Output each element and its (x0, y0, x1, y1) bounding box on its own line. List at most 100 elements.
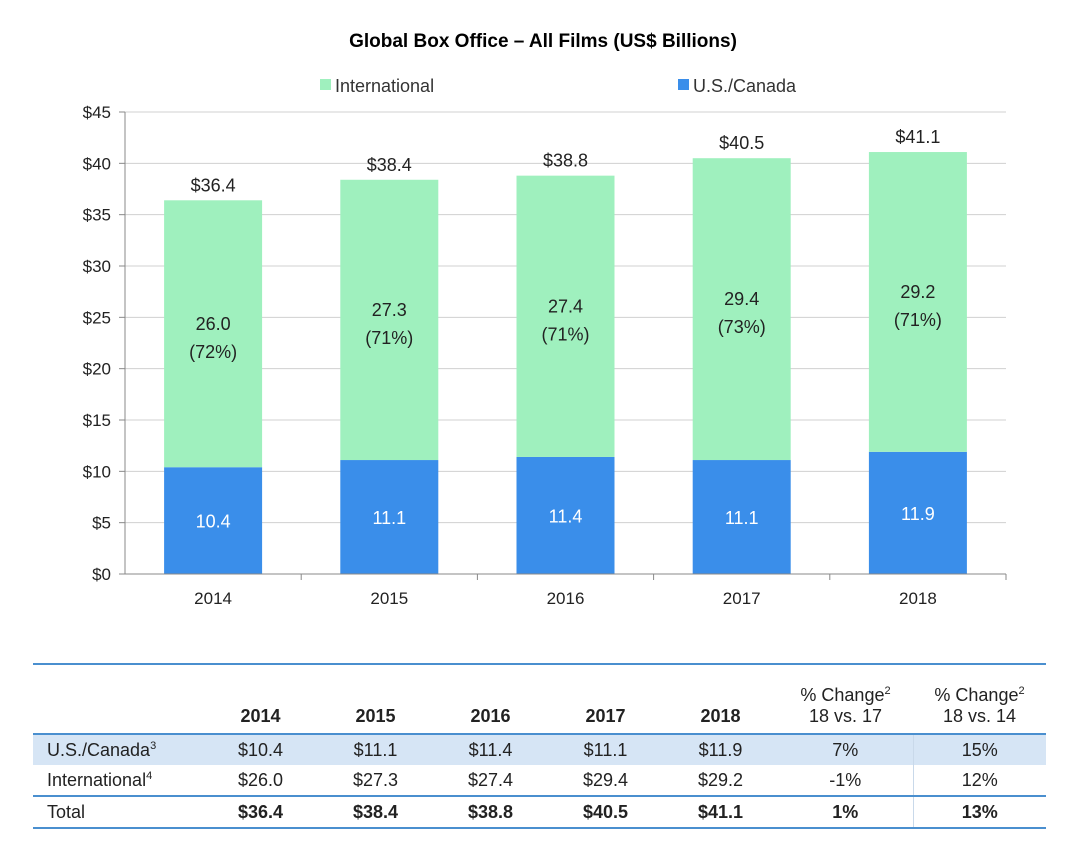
footnote-ref: 2 (884, 685, 891, 697)
x-tick-label: 2014 (194, 589, 232, 608)
header-blank (33, 664, 203, 734)
x-axis: 2014 2015 2016 2017 2018 (125, 573, 1007, 608)
table-cell: $38.8 (433, 795, 548, 829)
data-label-international-pct: (71%) (365, 328, 413, 348)
legend-swatch-international (320, 79, 331, 90)
x-tick-label: 2018 (899, 589, 937, 608)
table-cell: 1% (778, 795, 913, 829)
table-row: International4 $26.0 $27.3 $27.4 $29.4 $29.2 -… (33, 765, 1046, 796)
legend: International U.S./Canada (320, 76, 797, 96)
data-label-us-canada: 10.4 (196, 512, 231, 532)
data-label-total: $38.8 (543, 151, 588, 171)
table-cell: $29.2 (697, 769, 744, 790)
table-cell: $11.1 (318, 734, 433, 765)
header-change-period: 18 vs. 17 (808, 706, 883, 726)
data-label-us-canada: 11.9 (901, 504, 935, 524)
data-label-international-pct: (71%) (541, 324, 589, 344)
data-label-total: $38.4 (367, 155, 412, 175)
y-tick-label: $40 (83, 154, 111, 173)
stacked-bar-chart: Global Box Office – All Films (US$ Billi… (83, 31, 1007, 608)
footnote-ref: 2 (1018, 685, 1025, 697)
row-label: U.S./Canada3 (33, 734, 203, 765)
y-tick-label: $35 (83, 206, 111, 225)
table-cell: $27.3 (352, 769, 399, 790)
y-tick-label: $10 (83, 462, 111, 481)
legend-label-us-canada: U.S./Canada (693, 76, 797, 96)
data-label-us-canada: 11.1 (725, 508, 759, 528)
data-label-total: $40.5 (719, 133, 764, 153)
bar-international (868, 152, 967, 452)
footnote-ref: 3 (150, 739, 157, 752)
data-label-international: 27.3 (372, 300, 407, 320)
footnote-ref: 4 (146, 769, 153, 782)
data-label-international: 26.0 (196, 314, 231, 334)
table-cell: 13% (912, 795, 1046, 829)
bar-us-canada (340, 460, 439, 574)
chart-title: Global Box Office – All Films (US$ Billi… (349, 31, 737, 52)
data-label-us-canada: 11.1 (372, 508, 406, 528)
data-label-us-canada: 11.4 (549, 506, 583, 526)
table-cell: 7% (778, 734, 913, 765)
y-tick-label: $30 (83, 257, 111, 276)
table-cell: $38.4 (318, 795, 433, 829)
bar-us-canada (868, 451, 967, 574)
y-axis: $0 $5 $10 $15 $20 $25 $30 $35 $40 $45 (83, 103, 126, 584)
table-cell: $41.1 (663, 795, 778, 829)
header-year: 2014 (240, 706, 281, 726)
header-change-label: % Change (934, 685, 1019, 705)
data-label-total: $36.4 (191, 175, 236, 195)
row-label: International4 (33, 765, 203, 796)
row-label-text: Total (47, 801, 86, 822)
header-year: 2017 (585, 706, 626, 726)
header-year: 2018 (700, 706, 741, 726)
table-row: Total $36.4 $38.4 $38.8 $40.5 $41.1 1% 13% (33, 795, 1046, 829)
table-cell: $27.4 (467, 769, 514, 790)
table-cell: $40.5 (548, 795, 663, 829)
table-cell: 15% (912, 734, 1046, 765)
data-label-international: 29.4 (724, 289, 759, 309)
table-cell: $11.1 (548, 734, 663, 765)
y-tick-label: $5 (92, 514, 111, 533)
header-year: 2015 (355, 706, 396, 726)
data-label-international-pct: (72%) (189, 342, 237, 362)
row-label-text: International (47, 769, 147, 790)
table-cell: -1% (829, 769, 862, 790)
table-cell: $29.4 (582, 769, 629, 790)
table-cell: $11.4 (433, 734, 548, 765)
bar-international (340, 179, 439, 461)
bar-us-canada (164, 467, 263, 574)
row-label-text: U.S./Canada (47, 739, 151, 760)
data-label-total: $41.1 (895, 127, 940, 147)
table-cell: $11.9 (663, 734, 778, 765)
header-change-period: 18 vs. 14 (942, 706, 1017, 726)
legend-label-international: International (335, 76, 434, 96)
data-label-international-pct: (71%) (894, 310, 942, 330)
x-tick-label: 2015 (370, 589, 408, 608)
data-table: 2014 2015 2016 2017 2018 % Change2 18 vs… (33, 663, 1046, 829)
bar-international (516, 175, 615, 457)
data-label-international: 27.4 (548, 296, 583, 316)
table-header-row: 2014 2015 2016 2017 2018 % Change2 18 vs… (33, 664, 1046, 734)
table-cell: $10.4 (203, 734, 318, 765)
x-tick-label: 2016 (547, 589, 585, 608)
row-label: Total (33, 795, 203, 829)
table-cell: $36.4 (203, 795, 318, 829)
table-cell: 12% (912, 765, 1046, 796)
legend-swatch-us-canada (678, 79, 689, 90)
table-row: U.S./Canada3 $10.4 $11.1 $11.4 $11.1 $11.9 7% 1… (33, 734, 1046, 765)
data-label-international-pct: (73%) (718, 317, 766, 337)
y-tick-label: $25 (83, 308, 111, 327)
bar-international (164, 200, 263, 468)
header-change-label: % Change (800, 685, 885, 705)
header-change-18-vs-14: % Change2 18 vs. 14 (913, 664, 1046, 734)
y-tick-label: $20 (83, 360, 111, 379)
y-tick-label: $0 (92, 565, 111, 584)
bar-international (692, 158, 791, 461)
table-cell: $26.0 (237, 769, 284, 790)
header-year: 2016 (470, 706, 511, 726)
y-tick-label: $45 (83, 103, 111, 122)
bars: 10.4 26.0 (72%) $36.4 11.1 27.3 (71%) $38.4 11.4… (164, 127, 967, 574)
bar-us-canada (516, 456, 615, 574)
data-label-international: 29.2 (900, 282, 935, 302)
x-tick-label: 2017 (723, 589, 761, 608)
